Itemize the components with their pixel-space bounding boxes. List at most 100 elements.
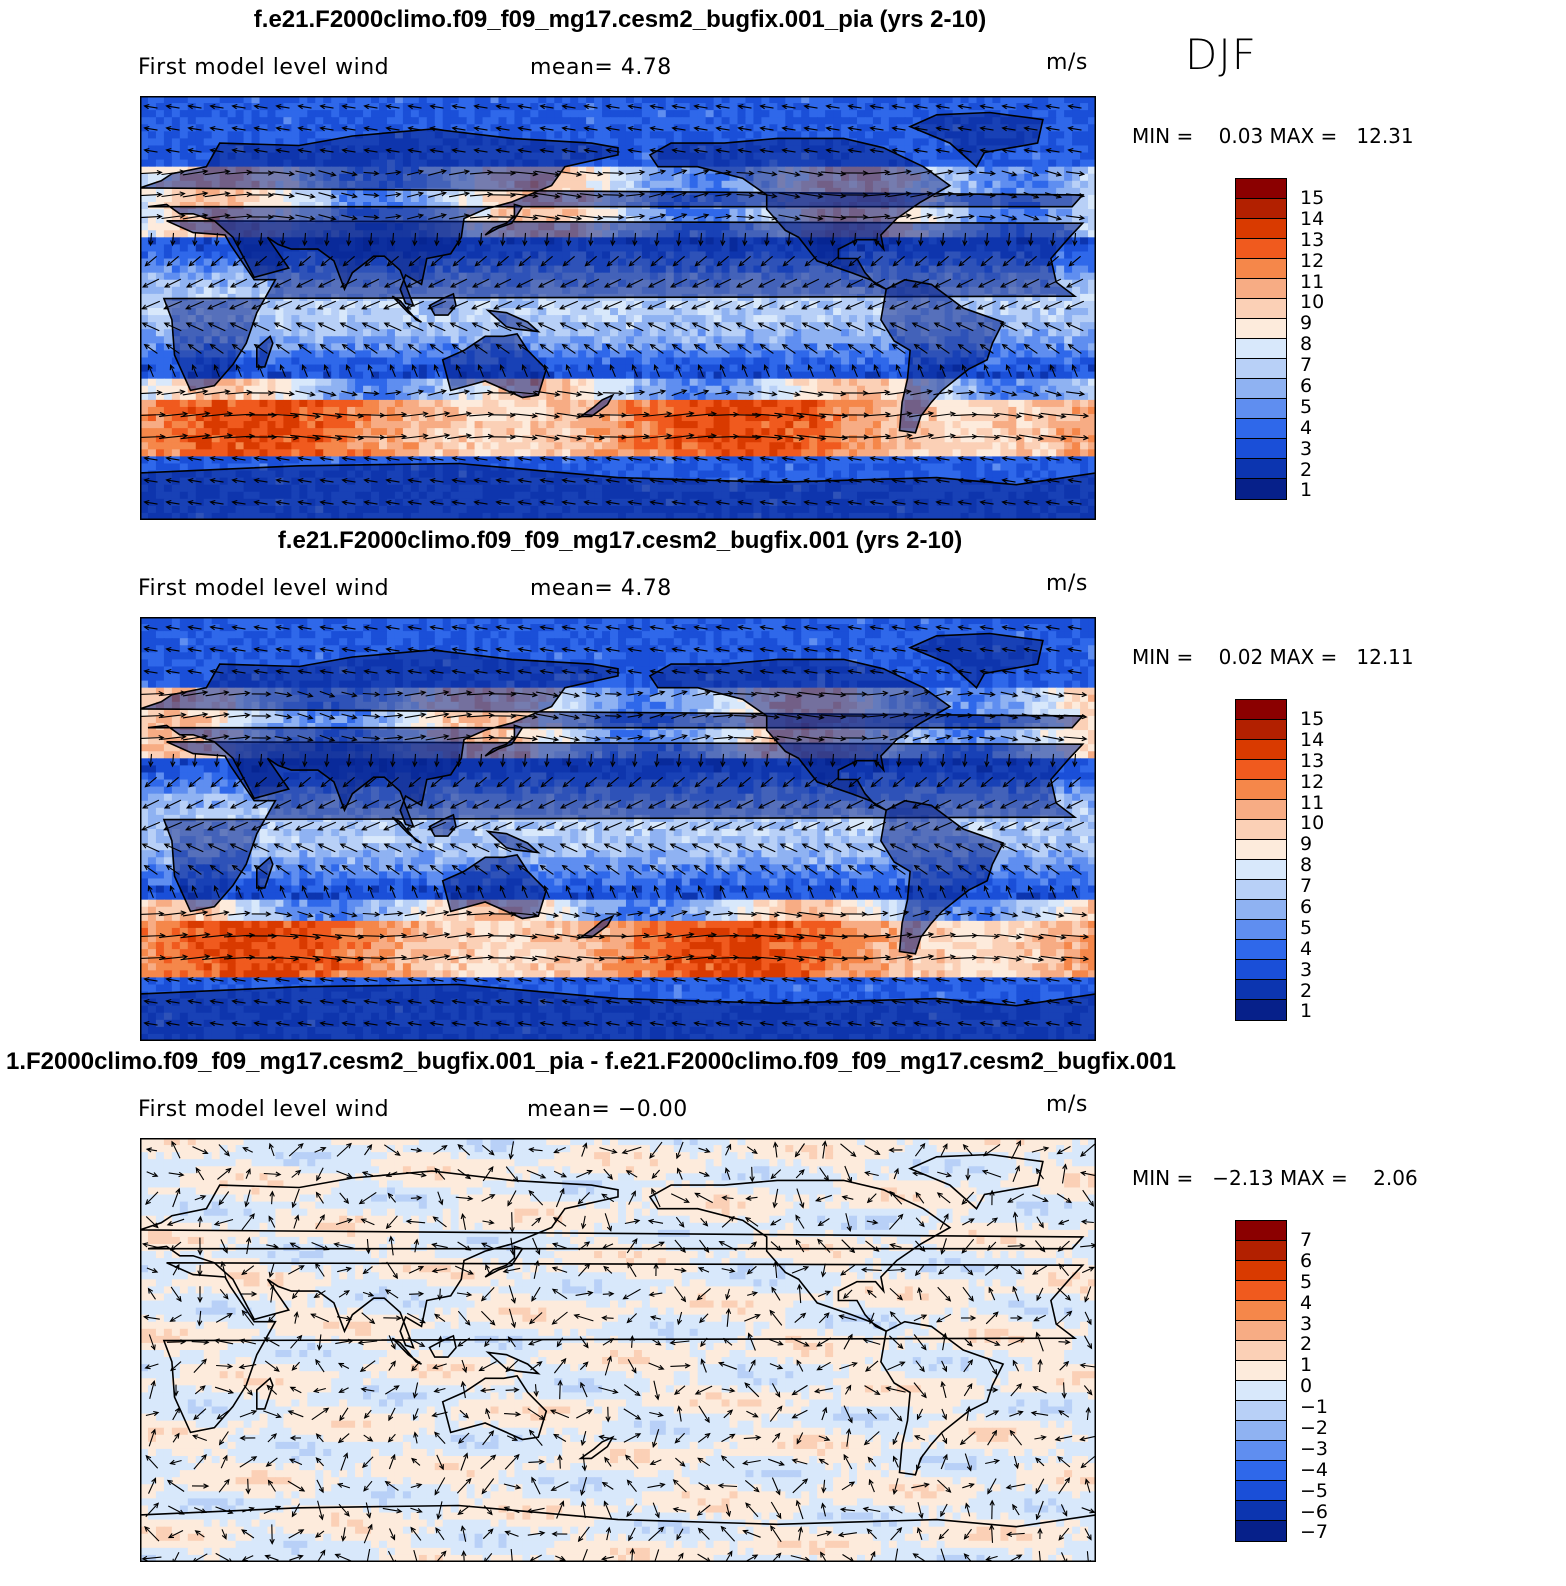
coastline [140,1170,1085,1349]
panel-1-colorbar [1235,178,1287,500]
colorbar-tick-label: 12 [1300,250,1324,272]
colorbar-swatch [1236,820,1286,840]
colorbar-swatch [1236,700,1286,720]
colorbar-tick-label: 11 [1300,271,1324,293]
panel-2-mean: mean= 4.78 [530,576,672,601]
panel-2-map [140,617,1096,1041]
colorbar-tick-label: 13 [1300,229,1324,251]
colorbar-swatch [1236,1361,1286,1381]
colorbar-swatch [1236,1221,1286,1241]
colorbar-tick-label: 5 [1300,918,1324,939]
colorbar-swatch [1236,860,1286,880]
colorbar-tick-label: −5 [1300,1480,1328,1502]
panel-2-minmax: MIN = 0.02 MAX = 12.11 [1132,645,1414,669]
panel-2-field-label: First model level wind [138,576,389,601]
colorbar-swatch [1236,840,1286,860]
colorbar-swatch [1236,1521,1286,1541]
colorbar-tick-label: 3 [1300,959,1324,981]
panel-3-field-label: First model level wind [138,1097,389,1122]
colorbar-tick-label: −1 [1300,1397,1328,1418]
panel-3-minmax: MIN = −2.13 MAX = 2.06 [1132,1166,1418,1190]
colorbar-swatch [1236,1461,1286,1481]
coastline [578,914,615,939]
colorbar-tick-label: 2 [1300,459,1324,481]
colorbar-tick-label: 8 [1300,334,1324,355]
colorbar-tick-label: 2 [1300,980,1324,1002]
colorbar-swatch [1236,419,1286,439]
colorbar-swatch [1236,179,1286,199]
coastline [648,137,952,290]
coastline [140,462,1096,520]
colorbar-swatch [1236,439,1286,459]
colorbar-swatch [1236,319,1286,339]
panel-1-units: m/s [1046,50,1088,75]
colorbar-swatch [1236,479,1286,499]
colorbar-swatch [1236,800,1286,820]
panel-1-mean: mean= 4.78 [530,55,672,80]
panel-1-minmax: MIN = 0.03 MAX = 12.31 [1132,124,1414,148]
colorbar-tick-label: 5 [1300,1271,1328,1293]
colorbar-swatch [1236,459,1286,479]
panel-2-colorbar [1235,699,1287,1021]
colorbar-tick-label: 10 [1300,813,1324,834]
coastline [908,111,1044,168]
colorbar-swatch [1236,740,1286,760]
colorbar-tick-label: 12 [1300,771,1324,793]
panel-1-map [140,96,1096,520]
coastline [428,1334,457,1358]
season-label: DJF [1185,30,1257,79]
colorbar-tick-label: 1 [1300,480,1324,501]
colorbar-swatch [1236,239,1286,259]
coastline [485,830,541,854]
colorbar-swatch [1236,940,1286,960]
colorbar-swatch [1236,1321,1286,1341]
colorbar-swatch [1236,379,1286,399]
colorbar-tick-label: 4 [1300,1292,1328,1314]
colorbar-tick-label: 0 [1300,1376,1328,1397]
colorbar-swatch [1236,1281,1286,1301]
panel-1-field-label: First model level wind [138,55,389,80]
panel-2-colorbar-labels: 15 14 13 12 11 10 9 8 7 6 5 4 3 2 1 [1300,709,1324,1022]
colorbar-tick-label: 2 [1300,1334,1328,1355]
coastline [484,203,524,236]
colorbar-swatch [1236,259,1286,279]
panel-3-mean: mean= −0.00 [527,1097,688,1122]
colorbar-swatch [1236,1381,1286,1401]
colorbar-swatch [1236,1241,1286,1261]
colorbar-swatch [1236,780,1286,800]
colorbar-swatch [1236,219,1286,239]
colorbar-tick-label: −4 [1300,1459,1328,1481]
panel-3-colorbar [1235,1220,1287,1542]
colorbar-tick-label: 6 [1300,1250,1328,1272]
colorbar-swatch [1236,980,1286,1000]
panel-2-units: m/s [1046,571,1088,596]
colorbar-swatch [1236,760,1286,780]
coastline [578,393,615,418]
colorbar-tick-label: −7 [1300,1522,1328,1543]
colorbar-tick-label: −6 [1300,1501,1328,1523]
colorbar-tick-label: 7 [1300,1230,1328,1251]
coastline [162,1262,1085,1434]
colorbar-swatch [1236,720,1286,740]
coastline [648,1179,952,1332]
colorbar-tick-label: 5 [1300,397,1324,418]
colorbar-tick-label: 7 [1300,355,1324,376]
colorbar-tick-label: 14 [1300,729,1324,751]
coastline [428,292,457,316]
colorbar-tick-label: 9 [1300,313,1324,334]
coastline [256,1376,274,1410]
colorbar-swatch [1236,1261,1286,1281]
coastline [484,724,524,757]
coastline [484,1245,524,1278]
coastline [428,813,457,837]
coastline [485,309,541,333]
colorbar-swatch [1236,1341,1286,1361]
panel-1-colorbar-labels: 15 14 13 12 11 10 9 8 7 6 5 4 3 2 1 [1300,188,1324,501]
colorbar-tick-label: 15 [1300,709,1324,730]
panel-3-units: m/s [1046,1092,1088,1117]
colorbar-swatch [1236,1501,1286,1521]
colorbar-swatch [1236,880,1286,900]
colorbar-swatch [1236,1401,1286,1421]
colorbar-swatch [1236,359,1286,379]
panel-1-title: f.e21.F2000climo.f09_f09_mg17.cesm2_bugf… [0,6,1240,34]
